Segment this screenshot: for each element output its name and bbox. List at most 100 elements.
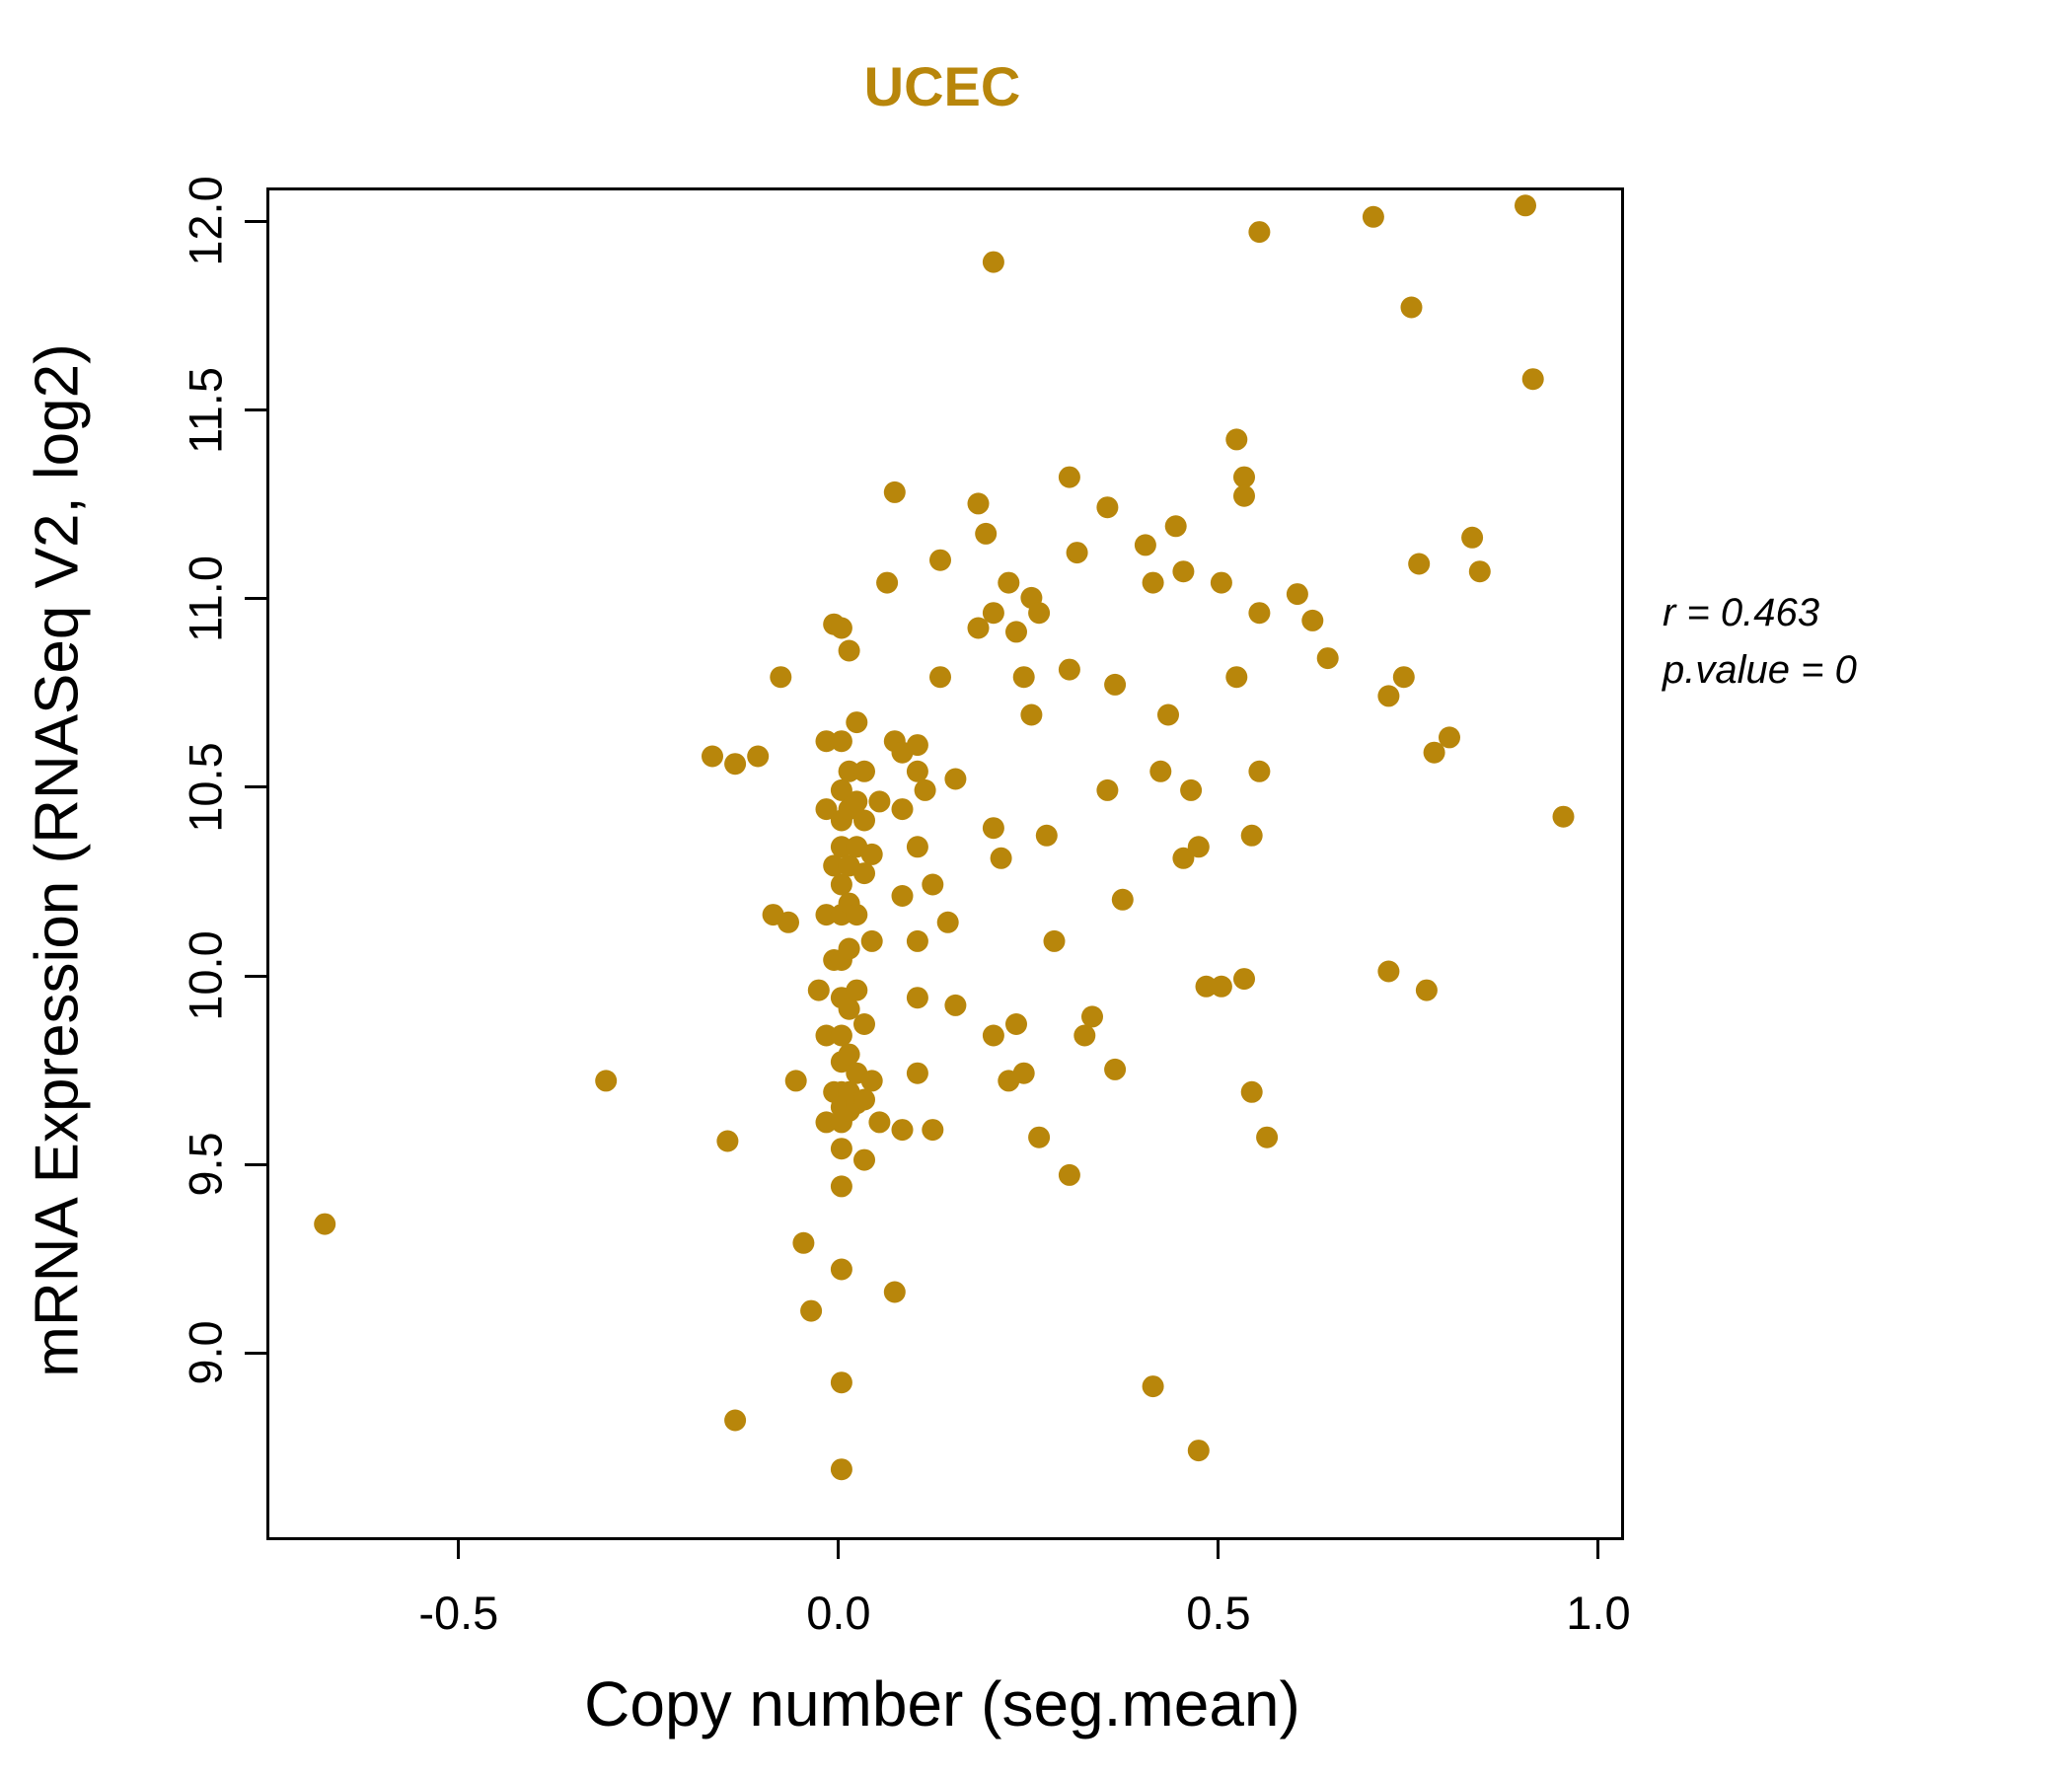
data-point <box>1210 571 1232 594</box>
scatter-points <box>314 194 1575 1481</box>
data-point <box>1096 778 1119 801</box>
data-point <box>1028 1126 1051 1148</box>
data-point <box>1468 560 1491 583</box>
data-point <box>1461 526 1484 549</box>
data-point <box>846 711 868 734</box>
data-point <box>830 1258 852 1281</box>
data-point <box>1020 703 1043 726</box>
x-tick-label: 0.5 <box>1186 1587 1251 1639</box>
data-point <box>967 492 990 515</box>
data-point <box>595 1070 618 1092</box>
data-point <box>1012 666 1035 689</box>
data-point <box>853 1088 875 1111</box>
data-point <box>1005 1013 1027 1035</box>
data-point <box>1240 1080 1263 1103</box>
data-point <box>1195 975 1218 998</box>
data-point <box>1043 929 1066 952</box>
data-point <box>944 768 967 790</box>
data-point <box>1400 296 1423 319</box>
data-point <box>1439 726 1460 749</box>
data-point <box>1111 888 1134 911</box>
data-point <box>868 790 891 813</box>
p-value-text: p.value = 0 <box>1663 648 1857 692</box>
y-tick-mark <box>245 785 266 789</box>
data-point <box>815 730 838 753</box>
y-tick-label: 10.5 <box>179 742 232 833</box>
data-point <box>1256 1126 1279 1148</box>
y-axis-label: mRNA Expression (RNASeq V2, log2) <box>23 343 92 1377</box>
data-point <box>1149 760 1172 782</box>
data-point <box>876 571 899 594</box>
data-point <box>1187 836 1210 858</box>
data-point <box>1035 824 1058 847</box>
data-point <box>922 873 944 896</box>
data-point <box>800 1299 823 1322</box>
data-point <box>906 929 928 952</box>
y-tick-mark <box>245 1162 266 1166</box>
data-point <box>1081 1005 1103 1028</box>
data-point <box>770 666 792 689</box>
data-point <box>314 1213 336 1235</box>
data-point <box>807 979 830 1001</box>
data-point <box>1142 571 1164 594</box>
data-point <box>1248 602 1271 625</box>
data-point <box>815 1024 838 1047</box>
data-point <box>883 481 906 503</box>
data-point <box>1187 1440 1210 1462</box>
data-point <box>853 760 875 782</box>
data-point <box>1164 515 1187 538</box>
y-tick-label: 11.0 <box>179 555 232 642</box>
data-point <box>1362 205 1384 228</box>
data-point <box>1210 975 1232 998</box>
data-point <box>1248 221 1271 244</box>
data-point <box>777 911 799 933</box>
data-point <box>1515 194 1536 217</box>
data-point <box>716 1130 739 1152</box>
y-tick-label: 11.5 <box>179 366 232 454</box>
data-point <box>1233 484 1255 507</box>
data-point <box>860 1070 883 1092</box>
data-point <box>1301 609 1324 631</box>
data-point <box>853 1013 875 1035</box>
data-point <box>1552 805 1575 828</box>
data-point <box>929 549 951 571</box>
y-tick-mark <box>245 1351 266 1355</box>
data-point <box>982 1024 1004 1047</box>
data-point <box>1377 685 1400 707</box>
data-point <box>936 911 959 933</box>
data-point <box>982 602 1004 625</box>
data-point <box>838 998 860 1020</box>
data-point <box>815 1111 838 1134</box>
data-point <box>1225 666 1248 689</box>
chart-title: UCEC <box>863 55 1021 117</box>
data-point <box>1423 741 1445 764</box>
data-point <box>982 251 1004 273</box>
data-point <box>1104 673 1127 696</box>
data-point <box>853 809 875 832</box>
data-point <box>1058 658 1080 681</box>
data-point <box>1104 1058 1127 1080</box>
data-point <box>853 1148 875 1171</box>
data-point <box>929 666 951 689</box>
x-tick-mark <box>837 1537 841 1559</box>
data-point <box>838 1043 860 1066</box>
data-point <box>1248 760 1271 782</box>
data-point <box>868 1111 891 1134</box>
data-point <box>891 798 914 821</box>
x-tick-mark <box>457 1537 461 1559</box>
data-point <box>702 745 723 768</box>
data-point <box>815 798 838 821</box>
data-point <box>990 847 1012 869</box>
data-point <box>906 734 928 757</box>
data-point <box>838 937 860 960</box>
data-point <box>846 979 868 1001</box>
data-point <box>891 885 914 907</box>
x-tick-mark <box>1217 1537 1221 1559</box>
y-tick-mark <box>245 974 266 978</box>
r-value-text: r = 0.463 <box>1663 591 1820 634</box>
data-point <box>1392 666 1415 689</box>
data-point <box>1066 542 1088 564</box>
data-point <box>891 1119 914 1142</box>
data-point <box>830 730 852 753</box>
data-point <box>1225 428 1248 451</box>
